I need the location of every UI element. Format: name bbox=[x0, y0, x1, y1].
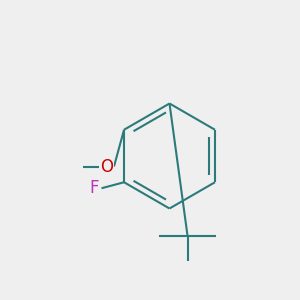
Text: O: O bbox=[100, 158, 113, 175]
Text: F: F bbox=[89, 179, 99, 197]
